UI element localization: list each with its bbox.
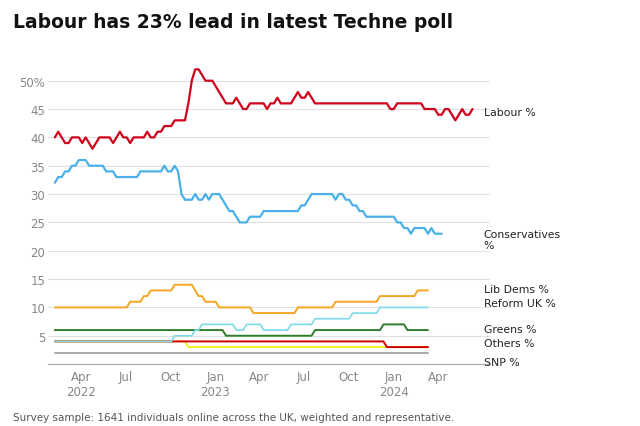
Text: SNP %: SNP %	[484, 357, 519, 368]
Text: Lib Dems %: Lib Dems %	[484, 285, 548, 295]
Text: Greens %: Greens %	[484, 324, 536, 334]
Text: Labour %: Labour %	[484, 108, 535, 118]
Text: Labour has 23% lead in latest Techne poll: Labour has 23% lead in latest Techne pol…	[13, 13, 453, 32]
Text: Survey sample: 1641 individuals online across the UK, weighted and representativ: Survey sample: 1641 individuals online a…	[13, 412, 454, 422]
Text: Reform UK %: Reform UK %	[484, 298, 556, 308]
Text: Conservatives
%: Conservatives %	[484, 229, 561, 250]
Text: Others %: Others %	[484, 338, 534, 348]
